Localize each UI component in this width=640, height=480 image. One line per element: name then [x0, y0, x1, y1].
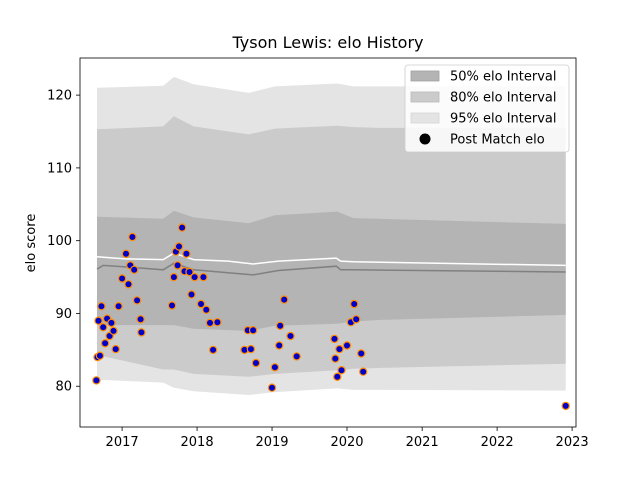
- post-match-point: [185, 267, 194, 277]
- legend: 50% elo Interval 80% elo Interval 95% elo …: [404, 64, 570, 153]
- legend-label: 95% elo Interval: [450, 112, 557, 127]
- post-match-point: [561, 401, 570, 411]
- y-tick-label: 120: [47, 89, 72, 104]
- legend-marker-post-match: [419, 133, 431, 145]
- post-match-point: [92, 376, 101, 385]
- post-match-point: [177, 223, 187, 232]
- x-tick-label: 2023: [556, 435, 589, 450]
- post-match-point: [357, 349, 366, 358]
- y-tick-label: 110: [47, 161, 72, 176]
- post-match-point: [246, 344, 256, 354]
- post-match-point: [199, 272, 208, 282]
- plot-area: [92, 76, 570, 411]
- post-match-point: [174, 242, 184, 251]
- chart-title: Tyson Lewis: elo History: [231, 33, 423, 52]
- post-match-point: [137, 328, 146, 337]
- post-match-point: [251, 358, 261, 368]
- mean-elo-line: [96, 252, 566, 267]
- x-tick-label: 2022: [481, 435, 514, 450]
- post-match-point: [202, 305, 211, 314]
- post-match-point: [350, 299, 359, 309]
- post-match-point: [270, 363, 280, 372]
- interval-50-band: [97, 210, 566, 331]
- y-tick-label: 100: [47, 234, 72, 249]
- post-match-point: [100, 339, 110, 348]
- legend-box: [404, 64, 570, 153]
- y-axis-label: elo score: [24, 214, 39, 273]
- post-match-point: [97, 302, 106, 311]
- y-tick-label: 80: [55, 380, 72, 395]
- post-match-point: [98, 323, 108, 332]
- post-match-point: [286, 331, 295, 341]
- post-match-point: [114, 302, 123, 311]
- post-match-point: [330, 334, 339, 344]
- post-match-point: [276, 321, 285, 330]
- post-match-point: [292, 352, 301, 361]
- post-match-point: [167, 301, 177, 310]
- post-match-point: [333, 372, 342, 381]
- post-match-point: [109, 326, 118, 336]
- post-match-point: [107, 318, 116, 328]
- post-match-point: [275, 341, 284, 350]
- legend-label: 50% elo Interval: [450, 70, 557, 85]
- post-match-point: [95, 351, 105, 360]
- post-match-point: [124, 280, 133, 289]
- post-match-point: [359, 367, 368, 376]
- x-tick-label: 2017: [106, 435, 139, 450]
- post-match-point: [280, 295, 289, 304]
- post-match-point: [208, 345, 218, 355]
- post-match-point: [117, 274, 127, 283]
- post-match-point: [121, 249, 131, 258]
- post-match-point: [132, 296, 142, 305]
- post-match-point: [173, 261, 182, 270]
- post-match-point: [182, 249, 191, 258]
- post-match-point: [342, 341, 352, 350]
- plot-frame: [79, 57, 577, 428]
- post-match-point: [335, 344, 344, 354]
- post-match-point: [337, 366, 346, 375]
- post-match-point: [169, 272, 179, 282]
- x-tick-label: 2021: [406, 435, 439, 450]
- legend-label: 80% elo Interval: [450, 91, 557, 106]
- y-tick-label: 90: [55, 307, 72, 322]
- legend-swatch-band-80: [410, 91, 440, 103]
- post-match-point: [352, 315, 361, 324]
- post-match-point: [196, 299, 206, 309]
- post-match-point: [267, 383, 277, 392]
- legend-swatch-band-95: [410, 112, 440, 124]
- median-elo-line: [96, 262, 566, 276]
- post-match-point: [94, 316, 103, 325]
- legend-label: Post Match elo: [450, 133, 545, 148]
- post-match-points: [92, 223, 570, 411]
- x-tick-label: 2019: [255, 435, 288, 450]
- legend-swatch-band-50: [410, 70, 440, 82]
- x-axis: 2017 2018 2019 2020 2021 2022 2023: [106, 427, 589, 450]
- post-match-point: [129, 265, 139, 274]
- x-tick-label: 2018: [181, 435, 214, 450]
- post-match-point: [128, 232, 137, 242]
- post-match-point: [213, 318, 222, 327]
- post-match-point: [190, 272, 199, 282]
- post-match-point: [111, 344, 120, 354]
- post-match-point: [331, 354, 340, 363]
- post-match-point: [187, 290, 196, 299]
- y-axis: 80 90 100 110 120: [47, 89, 80, 395]
- post-match-point: [136, 315, 145, 324]
- post-match-point: [248, 326, 258, 335]
- x-tick-label: 2020: [330, 435, 363, 450]
- post-match-point: [205, 318, 215, 328]
